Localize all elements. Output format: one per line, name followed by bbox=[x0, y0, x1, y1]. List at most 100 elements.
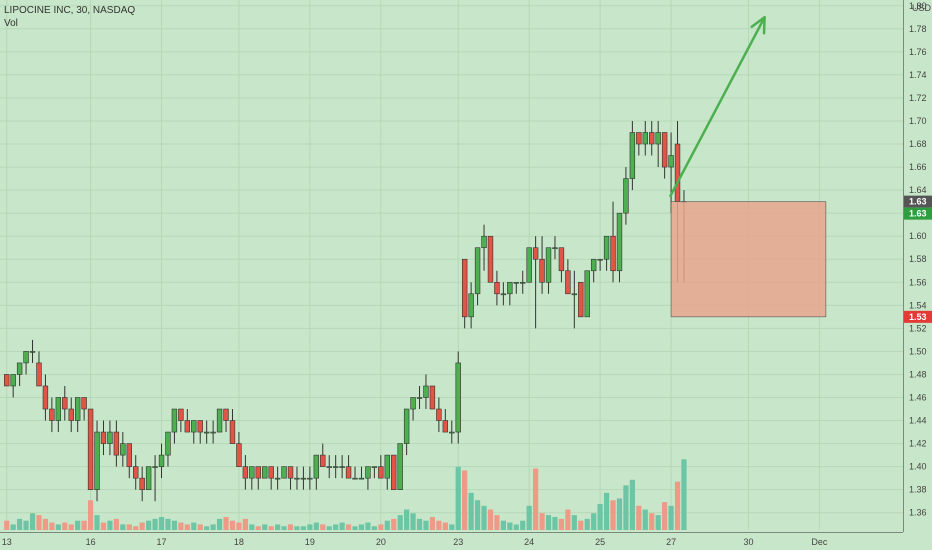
volume-bar bbox=[158, 516, 165, 530]
candle-body bbox=[74, 397, 81, 421]
time-tick-label: 24 bbox=[524, 537, 534, 547]
candle-body bbox=[481, 235, 487, 249]
price-tick-label: 1.38 bbox=[909, 485, 927, 495]
price-tick-label: 1.64 bbox=[909, 185, 927, 195]
candle-body bbox=[178, 408, 184, 421]
drawings bbox=[669, 16, 827, 318]
time-tick-label: 25 bbox=[595, 537, 605, 547]
price-tag bbox=[904, 207, 932, 220]
candle-body bbox=[87, 408, 94, 490]
candle-body bbox=[352, 477, 358, 480]
volume-bar bbox=[81, 520, 87, 530]
price-tag-label: 1.53 bbox=[909, 312, 927, 322]
candle-body bbox=[513, 281, 519, 284]
candle-body bbox=[42, 385, 49, 410]
price-tick-label: 1.40 bbox=[909, 462, 927, 472]
candle-body bbox=[81, 397, 87, 410]
volume-bar bbox=[255, 526, 261, 530]
price-tick-label: 1.42 bbox=[909, 439, 927, 449]
volume-bar bbox=[242, 518, 248, 530]
price-tag-label: 1.63 bbox=[909, 197, 927, 207]
candle-body bbox=[268, 466, 274, 479]
symbol-title[interactable]: LIPOCINE INC, 30, NASDAQ bbox=[4, 5, 136, 16]
price-tag bbox=[904, 195, 932, 208]
volume-bar bbox=[494, 515, 500, 530]
volume-bar bbox=[287, 524, 294, 530]
candle-body bbox=[10, 374, 16, 387]
price-tick-label: 1.44 bbox=[909, 416, 927, 426]
volume-bar bbox=[397, 515, 403, 530]
price-tick-label: 1.56 bbox=[909, 277, 927, 287]
volume-bar bbox=[610, 500, 616, 530]
candle-body bbox=[345, 466, 352, 479]
candle-body bbox=[255, 466, 261, 479]
stop-loss-box[interactable] bbox=[670, 201, 827, 318]
candle-body bbox=[429, 385, 436, 410]
volume-bar bbox=[649, 513, 655, 530]
volume-bar bbox=[36, 515, 42, 530]
price-tick-label: 1.60 bbox=[909, 231, 927, 241]
candle-body bbox=[4, 374, 10, 387]
volume-bar bbox=[391, 518, 397, 530]
volume-bar bbox=[507, 522, 513, 530]
volume-bar bbox=[55, 524, 61, 530]
candle-body bbox=[558, 247, 565, 272]
candle-body bbox=[532, 247, 539, 260]
candle-body bbox=[358, 477, 365, 480]
candle-body bbox=[526, 247, 532, 283]
candle-body bbox=[384, 454, 390, 479]
projection-arrow-line[interactable] bbox=[669, 16, 766, 198]
time-tick-label: 30 bbox=[743, 537, 753, 547]
time-axis[interactable]: 13 16 17 18 19 20 23 24 25 27 30 Dec bbox=[0, 532, 903, 548]
volume-bar bbox=[275, 524, 281, 530]
price-tick-label: 1.68 bbox=[909, 139, 927, 149]
candle-body bbox=[287, 466, 294, 479]
volume-bar bbox=[642, 509, 648, 530]
volume-bar bbox=[681, 459, 687, 530]
volume-bar bbox=[371, 526, 377, 530]
volume-bar bbox=[294, 526, 300, 530]
price-axis[interactable]: 1.36 1.38 1.40 1.42 1.44 1.46 1.48 1.50 1.52 1.54… bbox=[903, 0, 932, 550]
candle-body bbox=[449, 431, 455, 434]
price-tick-label: 1.48 bbox=[909, 369, 927, 379]
time-tick-label: 18 bbox=[234, 537, 244, 547]
volume-bar bbox=[229, 520, 236, 530]
candle-body bbox=[616, 212, 623, 272]
volume-bar bbox=[429, 516, 436, 530]
volume-bar bbox=[171, 520, 178, 530]
price-tick-label: 1.52 bbox=[909, 323, 927, 333]
volume-bar bbox=[313, 522, 319, 530]
candle-body bbox=[62, 397, 68, 410]
volume-bar bbox=[165, 518, 171, 530]
price-tag bbox=[904, 310, 932, 323]
volume-bar bbox=[404, 509, 410, 530]
currency-label: USD bbox=[912, 3, 932, 13]
candle-body bbox=[229, 420, 236, 444]
legend: LIPOCINE INC, 30, NASDAQ Vol bbox=[4, 4, 135, 30]
candle-body bbox=[649, 132, 655, 145]
volume-bar bbox=[468, 492, 474, 530]
candle-body bbox=[461, 258, 468, 318]
candle-body bbox=[197, 420, 203, 433]
volume-bar bbox=[449, 524, 455, 530]
candle-body bbox=[455, 362, 461, 433]
candle-body bbox=[210, 431, 216, 434]
candle-body bbox=[661, 132, 668, 168]
candle-body bbox=[203, 431, 210, 434]
candle-body bbox=[578, 281, 584, 318]
candle-body bbox=[307, 477, 313, 480]
volume-bars bbox=[4, 459, 687, 530]
volume-bar bbox=[526, 505, 532, 530]
candle-body bbox=[274, 477, 281, 480]
candle-body bbox=[16, 362, 23, 375]
volume-bar bbox=[4, 520, 10, 530]
volume-bar bbox=[565, 509, 571, 530]
candle-body bbox=[436, 408, 442, 421]
time-tick-label: 19 bbox=[305, 537, 315, 547]
volume-bar bbox=[49, 522, 55, 530]
volume-bar bbox=[87, 500, 94, 530]
candle-body bbox=[365, 466, 371, 479]
volume-bar bbox=[584, 518, 590, 530]
candle-body bbox=[262, 466, 268, 479]
